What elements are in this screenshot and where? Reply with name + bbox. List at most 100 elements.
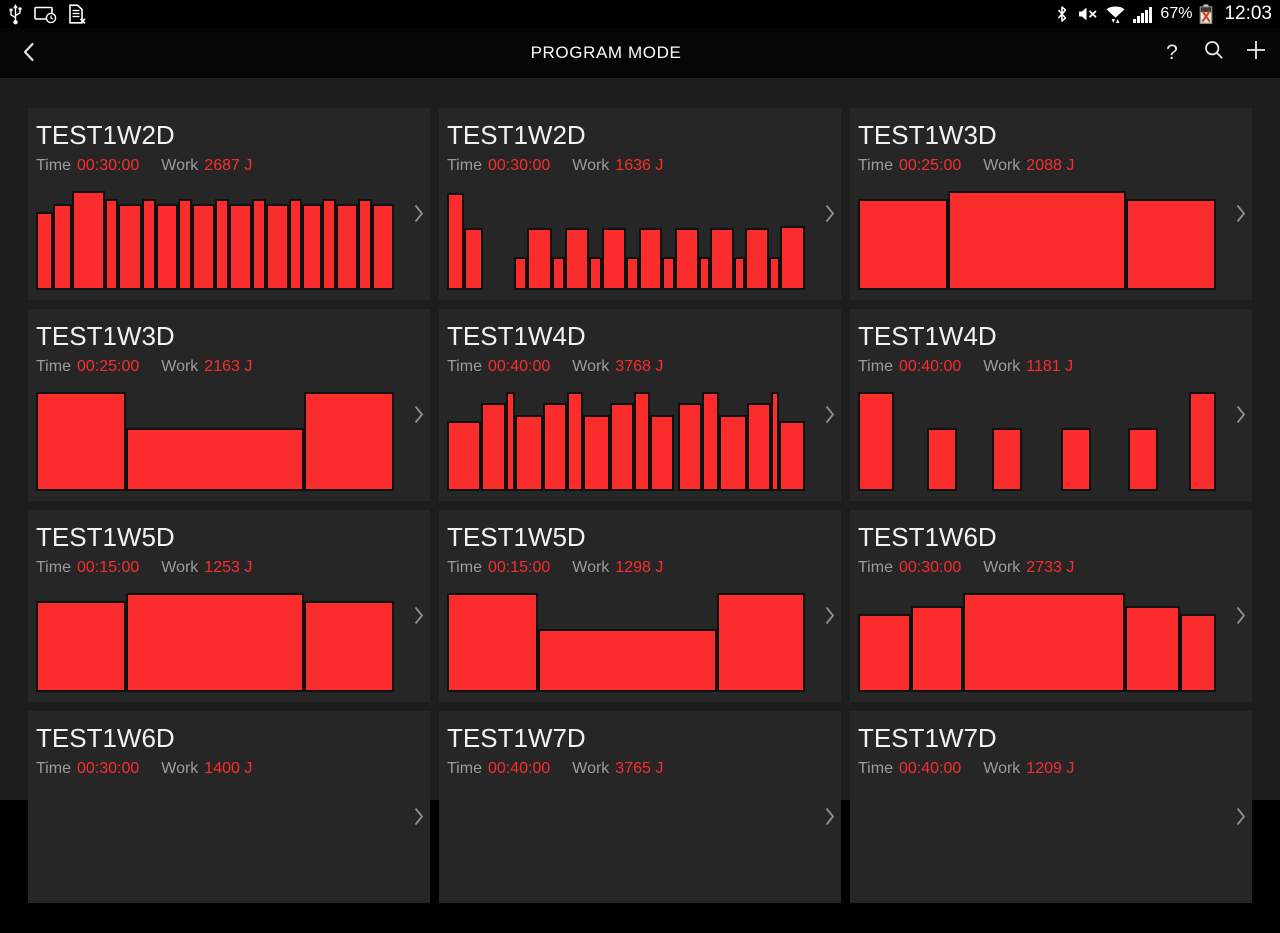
program-card[interactable]: TEST1W6D Time 00:30:00 Work 2733 J — [850, 510, 1252, 702]
work-label: Work — [983, 157, 1021, 174]
chart-bar — [304, 392, 394, 491]
chart-bar — [480, 403, 507, 491]
back-chevron-icon — [22, 42, 35, 65]
work-value: 1181 J — [1026, 358, 1074, 375]
chart-bar — [371, 204, 395, 290]
chevron-right-icon — [1236, 807, 1246, 826]
chart-bar — [36, 601, 126, 692]
time-label: Time — [36, 559, 71, 576]
program-meta: Time 00:40:00 Work 1181 J — [858, 357, 1242, 377]
program-chart — [36, 391, 394, 491]
time-value: 00:15:00 — [487, 559, 551, 576]
program-chart — [858, 190, 1216, 290]
chart-bar — [992, 428, 1023, 491]
chart-bar — [662, 257, 675, 290]
chart-bar — [191, 204, 216, 290]
work-label: Work — [572, 760, 610, 777]
chart-bar — [779, 421, 806, 491]
chart-bar — [53, 204, 72, 290]
chart-bar — [858, 614, 911, 692]
work-label: Work — [572, 358, 610, 375]
chart-bar — [228, 204, 252, 290]
work-value: 1400 J — [204, 760, 253, 777]
program-title: TEST1W6D — [858, 522, 997, 552]
chart-bar — [215, 199, 229, 290]
work-label: Work — [161, 559, 199, 576]
battery-percent: 67% — [1160, 5, 1193, 22]
help-button[interactable]: ? — [1158, 28, 1186, 78]
chart-bar — [447, 593, 539, 692]
program-card[interactable]: TEST1W2D Time 00:30:00 Work 1636 J — [439, 108, 841, 300]
work-label: Work — [161, 358, 199, 375]
chart-bar — [610, 403, 634, 491]
program-card[interactable]: TEST1W7D Time 00:40:00 Work 3765 J — [439, 711, 841, 903]
time-label: Time — [36, 358, 71, 375]
chart-bar — [464, 228, 483, 290]
program-card[interactable]: TEST1W2D Time 00:30:00 Work 2687 J — [28, 108, 430, 300]
chart-bar — [1126, 199, 1216, 290]
time-label: Time — [447, 559, 482, 576]
chart-bar — [746, 403, 772, 491]
chart-bar — [1061, 428, 1092, 491]
chart-bar — [718, 415, 747, 491]
work-label: Work — [983, 358, 1021, 375]
program-title: TEST1W5D — [36, 522, 175, 552]
time-value: 00:40:00 — [898, 358, 962, 375]
chart-bar — [710, 228, 734, 290]
search-button[interactable] — [1200, 28, 1228, 78]
chart-bar — [625, 257, 639, 290]
program-meta: Time 00:30:00 Work 2687 J — [36, 156, 420, 176]
time-value: 00:30:00 — [76, 760, 140, 777]
search-icon — [1204, 40, 1224, 66]
program-chart — [858, 592, 1216, 692]
chart-bar — [322, 199, 336, 290]
work-value: 2163 J — [204, 358, 253, 375]
chart-bar — [963, 593, 1125, 692]
chart-bar — [674, 228, 700, 290]
no-sim-icon — [68, 4, 86, 24]
program-card[interactable]: TEST1W4D Time 00:40:00 Work 1181 J — [850, 309, 1252, 501]
program-card[interactable]: TEST1W3D Time 00:25:00 Work 2088 J — [850, 108, 1252, 300]
program-title: TEST1W4D — [858, 321, 997, 351]
program-card[interactable]: TEST1W4D Time 00:40:00 Work 3768 J — [439, 309, 841, 501]
time-label: Time — [858, 559, 893, 576]
work-label: Work — [983, 760, 1021, 777]
chart-bar — [335, 204, 359, 290]
program-card[interactable]: TEST1W5D Time 00:15:00 Work 1253 J — [28, 510, 430, 702]
chart-bar — [252, 199, 266, 290]
chart-bar — [910, 606, 964, 692]
time-value: 00:30:00 — [76, 157, 140, 174]
program-card[interactable]: TEST1W6D Time 00:30:00 Work 1400 J — [28, 711, 430, 903]
program-chart — [36, 592, 394, 692]
chart-bar — [858, 392, 895, 491]
chart-bar — [71, 191, 105, 290]
work-label: Work — [572, 157, 610, 174]
work-value: 2733 J — [1026, 559, 1075, 576]
chevron-right-icon — [825, 204, 835, 223]
program-chart — [858, 391, 1216, 491]
chart-bar — [582, 415, 611, 491]
app-bar-actions: ? — [1158, 28, 1270, 78]
status-bar[interactable]: 67% 12:03 — [0, 0, 1280, 28]
chart-bar — [104, 199, 119, 290]
battery-error-icon — [1199, 4, 1213, 24]
program-card[interactable]: TEST1W3D Time 00:25:00 Work 2163 J — [28, 309, 430, 501]
program-card[interactable]: TEST1W7D Time 00:40:00 Work 1209 J — [850, 711, 1252, 903]
bluetooth-icon — [1056, 5, 1068, 23]
program-title: TEST1W3D — [36, 321, 175, 351]
add-button[interactable] — [1242, 28, 1270, 78]
chart-bar — [588, 257, 603, 290]
time-value: 00:30:00 — [487, 157, 551, 174]
add-icon — [1246, 40, 1266, 66]
chevron-right-icon — [414, 405, 424, 424]
program-card[interactable]: TEST1W5D Time 00:15:00 Work 1298 J — [439, 510, 841, 702]
back-button[interactable] — [10, 28, 46, 78]
program-meta: Time 00:15:00 Work 1253 J — [36, 558, 420, 578]
status-bar-right: 67% 12:03 — [1056, 3, 1272, 25]
chart-bar — [633, 392, 650, 491]
time-label: Time — [858, 157, 893, 174]
clock: 12:03 — [1224, 3, 1272, 24]
chevron-right-icon — [414, 807, 424, 826]
chart-bar — [302, 204, 323, 290]
chart-bar — [745, 228, 769, 290]
